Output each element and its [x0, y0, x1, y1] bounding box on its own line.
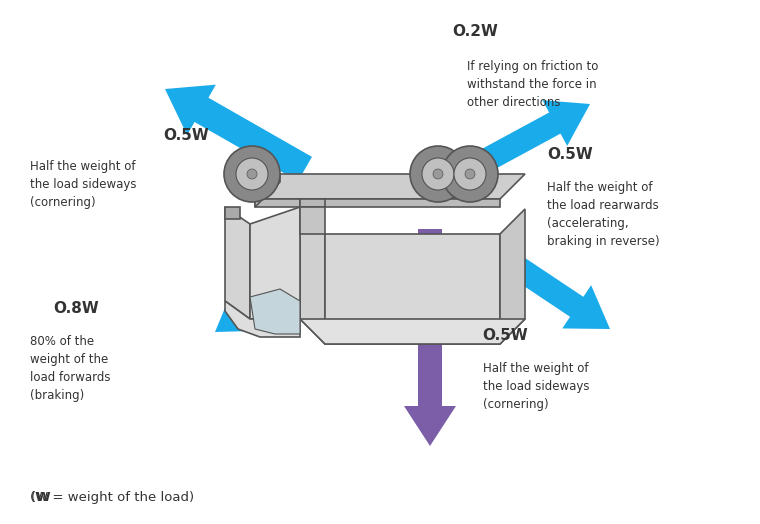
Circle shape — [433, 169, 443, 179]
Text: Half the weight of
the load sideways
(cornering): Half the weight of the load sideways (co… — [483, 362, 589, 411]
Polygon shape — [300, 199, 325, 344]
Text: W: W — [36, 491, 50, 504]
Text: (: ( — [30, 491, 36, 504]
Text: O.2W: O.2W — [452, 24, 498, 39]
Circle shape — [236, 158, 268, 190]
Polygon shape — [255, 174, 525, 199]
Polygon shape — [250, 289, 300, 334]
Polygon shape — [404, 229, 456, 446]
Circle shape — [465, 169, 475, 179]
Polygon shape — [250, 207, 300, 319]
Text: O.5W: O.5W — [483, 328, 528, 343]
Circle shape — [422, 158, 454, 190]
Text: Half the weight of
the load sideways
(cornering): Half the weight of the load sideways (co… — [30, 160, 137, 209]
Polygon shape — [300, 207, 325, 234]
Polygon shape — [225, 207, 240, 219]
Polygon shape — [225, 207, 250, 319]
Circle shape — [247, 169, 257, 179]
Polygon shape — [165, 85, 312, 181]
Text: If relying on friction to
withstand the force in
other directions: If relying on friction to withstand the … — [467, 60, 599, 110]
Text: O.5W: O.5W — [547, 147, 593, 162]
Polygon shape — [255, 199, 500, 207]
Text: O.5W: O.5W — [163, 128, 209, 144]
Polygon shape — [325, 234, 500, 344]
Circle shape — [442, 146, 498, 202]
Polygon shape — [483, 239, 610, 329]
Text: Half the weight of
the load rearwards
(accelerating,
braking in reverse): Half the weight of the load rearwards (a… — [547, 181, 660, 248]
Polygon shape — [464, 100, 590, 180]
Text: O.8W: O.8W — [53, 301, 99, 316]
Circle shape — [454, 158, 486, 190]
Polygon shape — [300, 319, 525, 344]
Polygon shape — [255, 174, 280, 207]
Polygon shape — [215, 236, 347, 332]
Polygon shape — [300, 199, 325, 207]
Circle shape — [224, 146, 280, 202]
Polygon shape — [225, 301, 300, 337]
Text: 80% of the
weight of the
load forwards
(braking): 80% of the weight of the load forwards (… — [30, 335, 111, 402]
Circle shape — [410, 146, 466, 202]
Polygon shape — [500, 209, 525, 344]
Text: (W = weight of the load): (W = weight of the load) — [30, 491, 195, 504]
